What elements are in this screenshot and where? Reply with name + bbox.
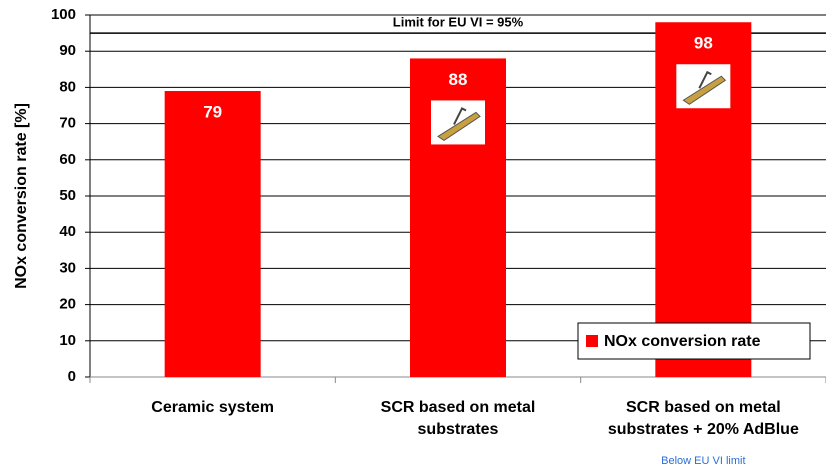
value-label: 88: [449, 70, 468, 89]
y-tick-label: 10: [59, 332, 76, 349]
icon: [682, 75, 727, 105]
icon: [437, 111, 481, 142]
x-tick-label: SCR based on metal substrates + 20% AdBl…: [607, 399, 799, 438]
legend-swatch: [586, 335, 598, 347]
annotation: Below EU VI limit: [661, 455, 746, 467]
y-tick-label: 40: [59, 223, 76, 240]
y-axis-label: NOx conversion rate [%]: [13, 103, 30, 289]
legend-box: [577, 322, 811, 360]
y-tick-label: 100: [51, 6, 76, 23]
y-tick-label: 20: [59, 296, 76, 313]
icon: [431, 100, 485, 145]
legend-label: NOx conversion rate: [604, 333, 761, 350]
reference-label: Limit for EU VI = 95%: [393, 15, 524, 30]
icon: [698, 70, 712, 89]
icon: [453, 107, 467, 125]
value-label: 79: [203, 103, 222, 122]
bar: [164, 91, 261, 378]
y-tick-label: 60: [59, 151, 76, 168]
value-label: 98: [694, 34, 713, 53]
y-tick-label: 0: [68, 368, 76, 385]
y-tick-label: 90: [59, 42, 76, 59]
x-tick-label: SCR based on metal substrates: [380, 399, 536, 438]
y-tick-label: 80: [59, 78, 76, 95]
y-tick-label: 50: [59, 187, 76, 204]
y-tick-label: 30: [59, 259, 76, 276]
y-tick-label: 70: [59, 115, 76, 132]
x-tick-label: Ceramic system: [151, 399, 275, 416]
icon: [676, 64, 731, 109]
